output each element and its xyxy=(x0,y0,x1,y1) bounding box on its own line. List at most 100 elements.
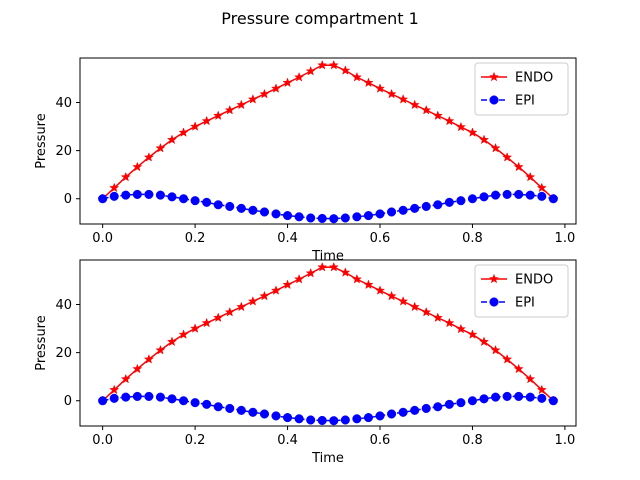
data-point-epi xyxy=(456,398,466,408)
x-tick-label: 0.8 xyxy=(462,231,483,246)
data-point-endo xyxy=(478,336,490,347)
data-point-endo xyxy=(502,354,513,364)
data-point-endo xyxy=(213,110,224,121)
data-point-epi xyxy=(248,205,258,215)
data-point-epi xyxy=(514,189,524,199)
data-point-endo xyxy=(282,279,293,290)
data-point-endo xyxy=(236,99,247,110)
legend: ENDO EPI xyxy=(474,62,569,116)
y-axis-label: Pressure xyxy=(34,113,49,169)
data-point-epi xyxy=(178,396,189,406)
x-tick-label: 0.2 xyxy=(185,231,206,246)
data-point-endo xyxy=(190,121,201,131)
data-point-endo xyxy=(317,59,328,70)
data-point-epi xyxy=(340,213,350,223)
axes-frame xyxy=(79,57,577,225)
legend-entry-epi: EPI xyxy=(481,94,535,109)
data-point-epi xyxy=(537,393,547,403)
data-point-endo xyxy=(166,336,178,347)
legend-box xyxy=(474,62,569,116)
series-epi xyxy=(98,189,558,224)
data-point-epi xyxy=(283,211,293,221)
data-point-epi xyxy=(525,392,535,402)
data-point-epi xyxy=(398,407,408,417)
data-point-endo xyxy=(190,323,201,333)
data-point-endo xyxy=(386,88,397,99)
data-point-epi xyxy=(375,209,385,219)
data-point-epi xyxy=(352,414,362,424)
data-point-endo xyxy=(351,71,362,82)
data-point-epi xyxy=(444,197,454,207)
legend-marker xyxy=(488,71,500,82)
data-point-epi xyxy=(236,203,246,213)
data-point-endo xyxy=(525,171,536,182)
data-point-endo xyxy=(421,306,432,317)
data-point-endo xyxy=(213,312,224,323)
data-point-epi xyxy=(132,391,142,401)
data-point-epi xyxy=(329,214,339,224)
data-point-endo xyxy=(421,104,432,115)
data-point-endo xyxy=(374,285,386,295)
data-point-endo xyxy=(132,363,143,374)
data-point-epi xyxy=(213,200,223,210)
data-point-epi xyxy=(306,213,316,223)
data-point-epi xyxy=(352,212,362,222)
legend-label: ENDO xyxy=(515,273,553,288)
data-point-endo xyxy=(294,273,305,284)
data-point-epi xyxy=(340,415,350,425)
data-point-epi xyxy=(144,391,154,401)
data-point-endo xyxy=(513,363,524,374)
data-point-epi xyxy=(363,413,373,423)
data-point-endo xyxy=(282,77,293,88)
legend-entry-endo: ENDO xyxy=(481,71,553,86)
data-point-endo xyxy=(317,261,328,272)
data-point-epi xyxy=(236,405,246,415)
x-tick-label: 0.6 xyxy=(370,433,391,448)
axes-frame xyxy=(79,259,577,427)
data-point-epi xyxy=(121,392,131,402)
data-point-endo xyxy=(525,373,536,384)
data-point-endo xyxy=(363,279,374,290)
data-point-epi xyxy=(155,190,165,200)
data-point-endo xyxy=(374,83,386,93)
data-point-endo xyxy=(409,99,420,110)
data-point-epi xyxy=(537,191,547,201)
data-point-endo xyxy=(305,65,316,76)
data-point-epi xyxy=(479,192,489,202)
data-point-endo xyxy=(294,71,305,82)
data-point-epi xyxy=(271,411,281,421)
data-point-endo xyxy=(536,182,547,193)
data-point-epi xyxy=(456,196,466,206)
chart-panel-2: 0.0 0.2 0.4 0.6 0.8 1.002040TimePressureENDOE… xyxy=(34,259,577,466)
data-point-epi xyxy=(317,213,327,224)
data-point-epi xyxy=(502,189,512,199)
data-point-endo xyxy=(201,317,212,328)
data-point-epi xyxy=(144,189,154,199)
y-tick-label: 0 xyxy=(64,192,72,207)
data-point-epi xyxy=(491,190,501,200)
data-point-endo xyxy=(444,317,455,328)
data-point-endo xyxy=(143,152,154,162)
data-point-endo xyxy=(224,306,235,317)
data-point-epi xyxy=(410,203,420,213)
y-axis-label: Pressure xyxy=(34,315,49,371)
data-point-endo xyxy=(340,267,351,277)
data-point-epi xyxy=(202,197,212,207)
data-point-endo xyxy=(536,384,547,395)
data-point-endo xyxy=(120,171,131,182)
data-point-endo xyxy=(132,161,143,172)
legend-entry-endo: ENDO xyxy=(481,273,553,288)
series-epi xyxy=(98,391,558,426)
data-point-epi xyxy=(121,190,131,200)
y-tick-label: 40 xyxy=(55,96,72,111)
data-point-epi xyxy=(167,192,177,202)
data-point-epi xyxy=(109,393,119,403)
data-point-epi xyxy=(259,409,269,419)
x-tick-label: 0.0 xyxy=(92,231,113,246)
x-tick-label: 0.4 xyxy=(277,433,298,448)
data-point-endo xyxy=(120,373,131,384)
data-point-epi xyxy=(387,409,397,419)
data-point-endo xyxy=(270,83,282,93)
